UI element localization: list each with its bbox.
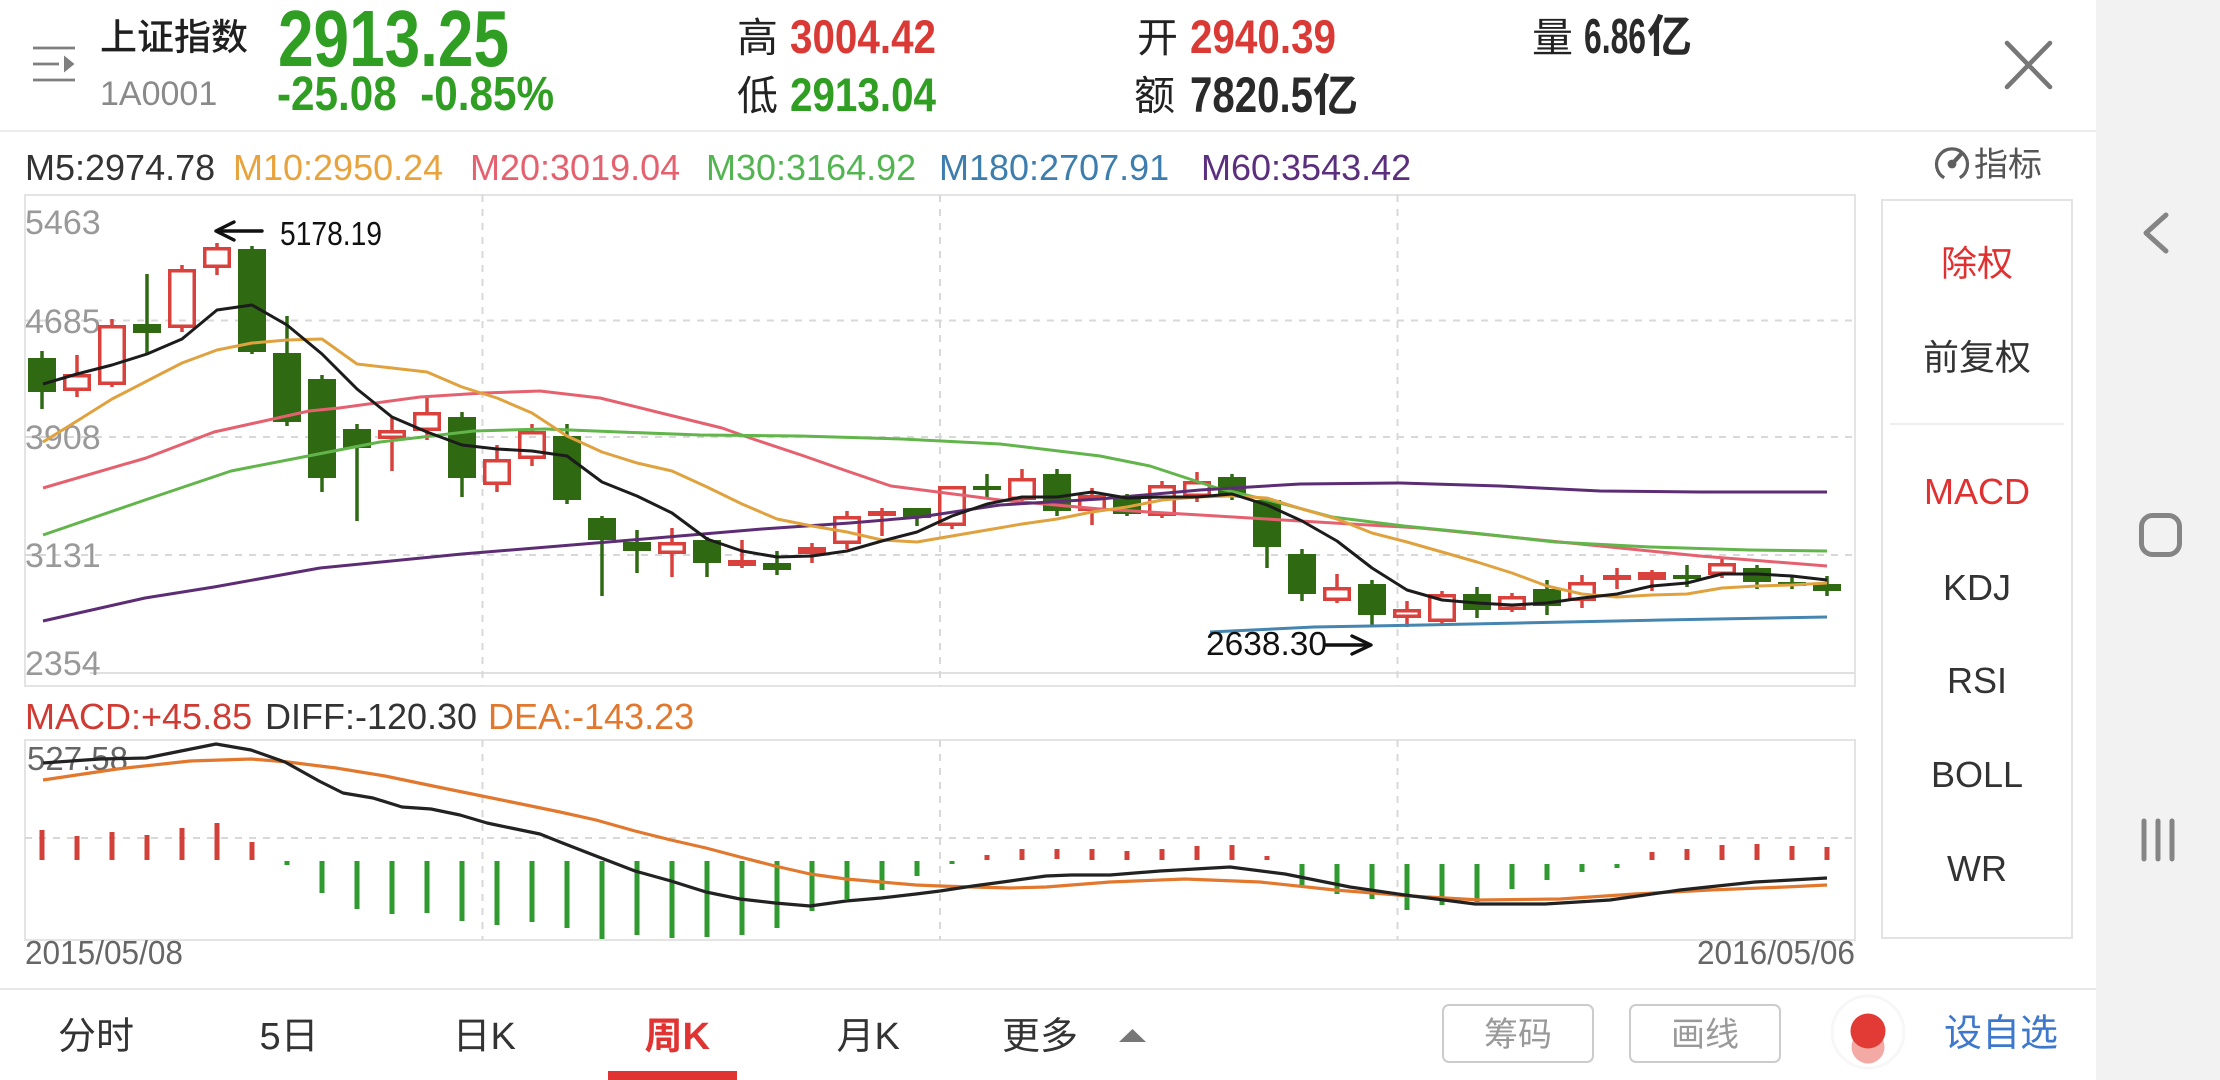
svg-text:M10:2950.24: M10:2950.24 <box>233 147 443 188</box>
svg-text:4685: 4685 <box>25 303 101 341</box>
svg-text:2638.30: 2638.30 <box>1206 625 1327 662</box>
svg-text:2354: 2354 <box>25 645 101 683</box>
svg-text:7820.5: 7820.5 <box>1190 67 1313 123</box>
svg-text:3131: 3131 <box>25 537 101 575</box>
svg-text:2016/05/06: 2016/05/06 <box>1697 934 1855 971</box>
svg-text:WR: WR <box>1947 848 2007 889</box>
svg-text:K: K <box>491 1016 516 1058</box>
svg-text:1A0001: 1A0001 <box>100 75 217 113</box>
svg-text:2913.04: 2913.04 <box>790 68 936 121</box>
svg-text:KDJ: KDJ <box>1943 567 2011 608</box>
svg-text:MACD:+45.85: MACD:+45.85 <box>25 696 252 737</box>
svg-text:K: K <box>875 1016 900 1058</box>
svg-text:-25.08 -0.85%: -25.08 -0.85% <box>277 68 554 121</box>
svg-text:2913.25: 2913.25 <box>278 0 509 83</box>
svg-text:DEA:-143.23: DEA:-143.23 <box>488 696 694 737</box>
svg-text:M60:3543.42: M60:3543.42 <box>1201 147 1411 188</box>
svg-text:M180:2707.91: M180:2707.91 <box>939 147 1169 188</box>
svg-text:RSI: RSI <box>1947 660 2007 701</box>
svg-text:BOLL: BOLL <box>1931 754 2023 795</box>
svg-text:K: K <box>683 1016 711 1058</box>
svg-text:M20:3019.04: M20:3019.04 <box>470 147 680 188</box>
svg-text:6.86: 6.86 <box>1584 10 1646 64</box>
svg-text:2940.39: 2940.39 <box>1190 10 1336 63</box>
svg-text:3004.42: 3004.42 <box>790 10 936 63</box>
svg-text:5: 5 <box>260 1016 281 1058</box>
svg-text:M5:2974.78: M5:2974.78 <box>25 147 215 188</box>
svg-text:3908: 3908 <box>25 419 101 457</box>
svg-text:M30:3164.92: M30:3164.92 <box>706 147 916 188</box>
svg-text:DIFF:-120.30: DIFF:-120.30 <box>265 696 477 737</box>
svg-text:5178.19: 5178.19 <box>280 215 382 252</box>
svg-text:5463: 5463 <box>25 204 101 242</box>
svg-text:2015/05/08: 2015/05/08 <box>25 934 183 971</box>
svg-text:MACD: MACD <box>1924 471 2030 512</box>
